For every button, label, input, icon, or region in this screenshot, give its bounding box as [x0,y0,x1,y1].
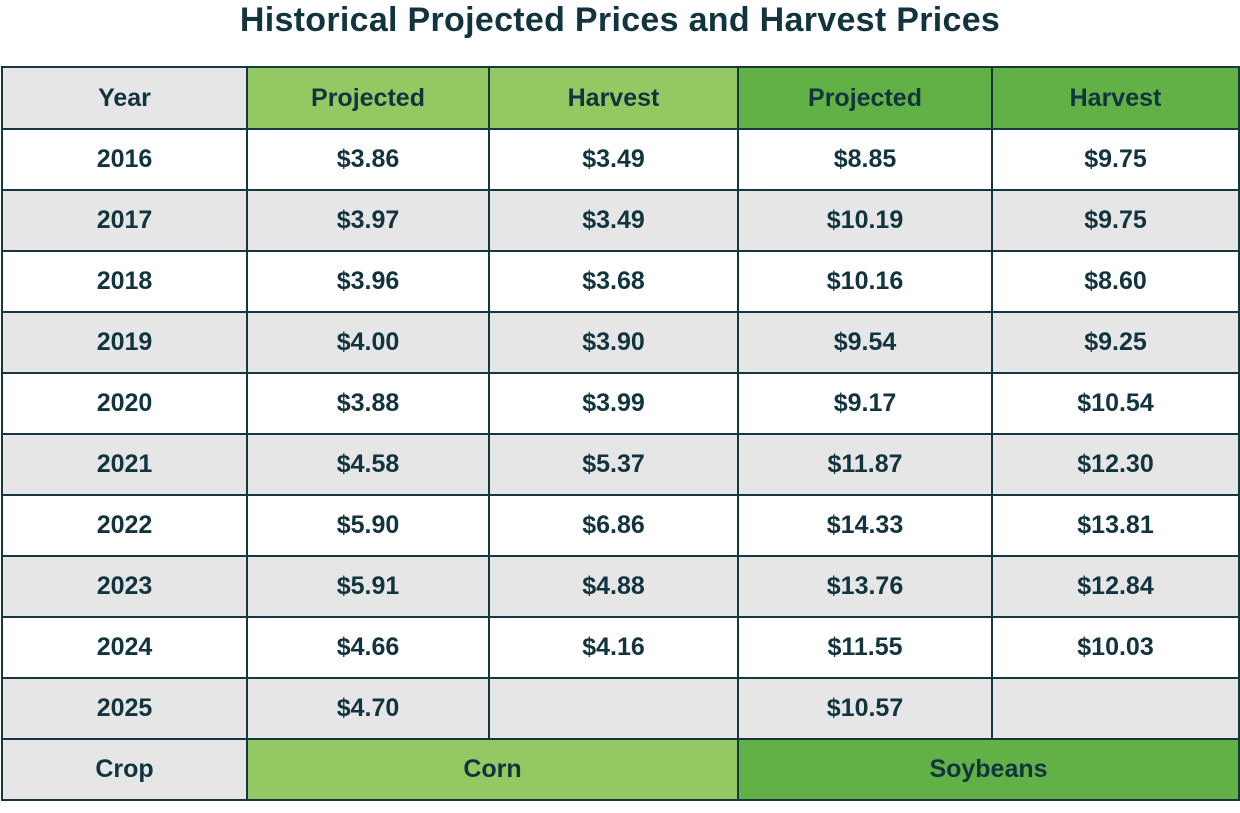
soybean-projected-cell: $11.87 [737,433,993,496]
table-row: 2017 $3.97 $3.49 $10.19 $9.75 [1,189,1240,252]
year-cell: 2022 [1,494,248,557]
header-corn-projected: Projected [246,66,490,130]
corn-projected-cell: $3.97 [246,189,490,252]
corn-projected-cell: $5.90 [246,494,490,557]
soybean-harvest-cell: $9.25 [991,311,1240,374]
table-row: 2018 $3.96 $3.68 $10.16 $8.60 [1,250,1240,313]
table-row: 2025 $4.70 $10.57 [1,677,1240,740]
table-row: 2021 $4.58 $5.37 $11.87 $12.30 [1,433,1240,496]
corn-projected-cell: $4.00 [246,311,490,374]
soybean-harvest-cell: $12.84 [991,555,1240,618]
corn-harvest-cell: $4.88 [488,555,739,618]
table-row: 2022 $5.90 $6.86 $14.33 $13.81 [1,494,1240,557]
corn-harvest-cell: $3.90 [488,311,739,374]
soybean-projected-cell: $8.85 [737,128,993,191]
soybean-projected-cell: $10.16 [737,250,993,313]
table-row: 2023 $5.91 $4.88 $13.76 $12.84 [1,555,1240,618]
footer-corn-label: Corn [246,738,739,801]
year-cell: 2024 [1,616,248,679]
soybean-harvest-cell [991,677,1240,740]
corn-harvest-cell: $3.49 [488,189,739,252]
soybean-projected-cell: $10.19 [737,189,993,252]
footer-soybeans-label: Soybeans [737,738,1240,801]
soybean-harvest-cell: $10.54 [991,372,1240,435]
soybean-harvest-cell: $8.60 [991,250,1240,313]
table-row: 2024 $4.66 $4.16 $11.55 $10.03 [1,616,1240,679]
year-cell: 2021 [1,433,248,496]
soybean-projected-cell: $13.76 [737,555,993,618]
table-row: 2019 $4.00 $3.90 $9.54 $9.25 [1,311,1240,374]
table-row: 2020 $3.88 $3.99 $9.17 $10.54 [1,372,1240,435]
corn-harvest-cell: $5.37 [488,433,739,496]
year-cell: 2017 [1,189,248,252]
soybean-projected-cell: $9.17 [737,372,993,435]
corn-harvest-cell: $3.49 [488,128,739,191]
year-cell: 2019 [1,311,248,374]
year-cell: 2016 [1,128,248,191]
corn-projected-cell: $4.70 [246,677,490,740]
year-cell: 2023 [1,555,248,618]
corn-harvest-cell: $6.86 [488,494,739,557]
soybean-harvest-cell: $13.81 [991,494,1240,557]
price-table: Year Projected Harvest Projected Harvest… [1,66,1240,801]
soybean-harvest-cell: $9.75 [991,128,1240,191]
year-cell: 2025 [1,677,248,740]
header-soybean-harvest: Harvest [991,66,1240,130]
soybean-harvest-cell: $9.75 [991,189,1240,252]
table-row: 2016 $3.86 $3.49 $8.85 $9.75 [1,128,1240,191]
soybean-projected-cell: $11.55 [737,616,993,679]
corn-projected-cell: $3.96 [246,250,490,313]
table-title: Historical Projected Prices and Harvest … [239,1,1001,39]
year-cell: 2020 [1,372,248,435]
corn-projected-cell: $4.58 [246,433,490,496]
header-row: Year Projected Harvest Projected Harvest [1,66,1240,130]
soybean-projected-cell: $14.33 [737,494,993,557]
soybean-projected-cell: $10.57 [737,677,993,740]
soybean-harvest-cell: $12.30 [991,433,1240,496]
corn-harvest-cell [488,677,739,740]
corn-harvest-cell: $3.99 [488,372,739,435]
corn-projected-cell: $3.88 [246,372,490,435]
soybean-harvest-cell: $10.03 [991,616,1240,679]
corn-projected-cell: $5.91 [246,555,490,618]
year-cell: 2018 [1,250,248,313]
corn-projected-cell: $4.66 [246,616,490,679]
soybean-projected-cell: $9.54 [737,311,993,374]
footer-crop-label: Crop [1,738,248,801]
footer-row: Crop Corn Soybeans [1,738,1240,801]
header-corn-harvest: Harvest [488,66,739,130]
corn-harvest-cell: $4.16 [488,616,739,679]
corn-projected-cell: $3.86 [246,128,490,191]
header-soybean-projected: Projected [737,66,993,130]
header-year: Year [1,66,248,130]
corn-harvest-cell: $3.68 [488,250,739,313]
